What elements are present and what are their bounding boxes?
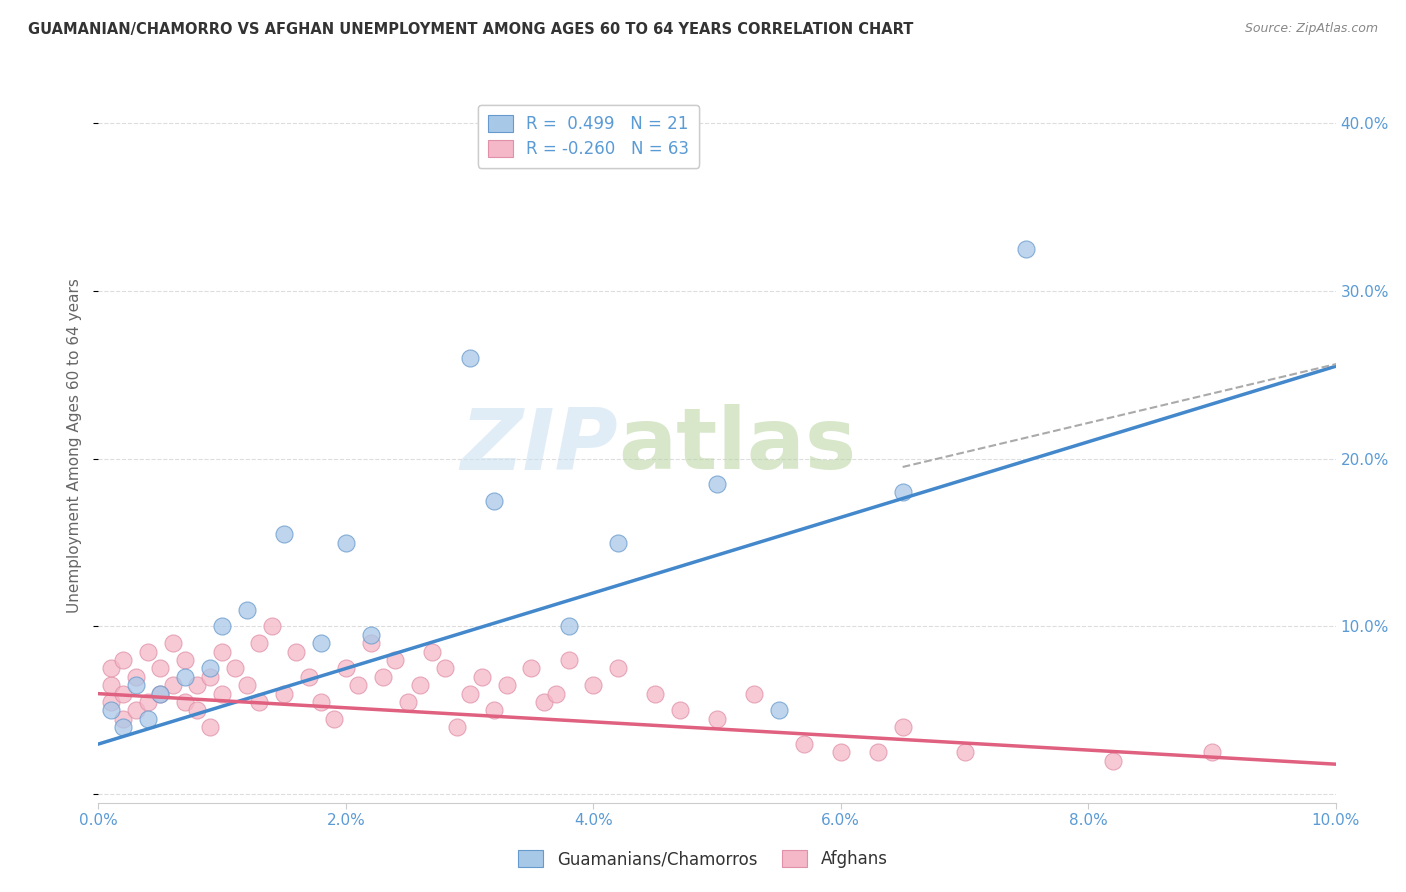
Point [198, 661, 221, 675]
Point [495, 678, 517, 692]
Point [793, 737, 815, 751]
Point [520, 661, 543, 675]
Point [347, 678, 370, 692]
Point [360, 628, 382, 642]
Point [866, 746, 889, 760]
Point [546, 687, 568, 701]
Point [247, 695, 270, 709]
Point [706, 712, 728, 726]
Point [186, 703, 208, 717]
Text: Source: ZipAtlas.com: Source: ZipAtlas.com [1244, 22, 1378, 36]
Point [706, 476, 728, 491]
Point [309, 636, 332, 650]
Point [322, 712, 344, 726]
Point [669, 703, 692, 717]
Point [273, 687, 295, 701]
Point [149, 687, 172, 701]
Point [236, 678, 259, 692]
Point [112, 712, 135, 726]
Point [136, 695, 159, 709]
Y-axis label: Unemployment Among Ages 60 to 64 years: Unemployment Among Ages 60 to 64 years [67, 278, 83, 614]
Point [484, 493, 506, 508]
Point [891, 485, 914, 500]
Point [273, 527, 295, 541]
Point [891, 720, 914, 734]
Text: atlas: atlas [619, 404, 856, 488]
Text: ZIP: ZIP [460, 404, 619, 488]
Point [335, 535, 357, 549]
Point [409, 678, 432, 692]
Point [309, 695, 332, 709]
Point [162, 636, 184, 650]
Point [768, 703, 790, 717]
Point [1201, 746, 1223, 760]
Point [458, 687, 481, 701]
Point [742, 687, 765, 701]
Point [484, 703, 506, 717]
Legend: R =  0.499   N = 21, R = -0.260   N = 63: R = 0.499 N = 21, R = -0.260 N = 63 [478, 104, 699, 168]
Point [100, 678, 122, 692]
Point [458, 351, 481, 365]
Point [136, 712, 159, 726]
Point [384, 653, 406, 667]
Point [285, 645, 308, 659]
Point [124, 678, 146, 692]
Point [112, 653, 135, 667]
Point [100, 703, 122, 717]
Point [112, 720, 135, 734]
Point [335, 661, 357, 675]
Point [100, 661, 122, 675]
Point [174, 695, 197, 709]
Point [136, 645, 159, 659]
Point [149, 661, 172, 675]
Point [471, 670, 494, 684]
Point [236, 603, 259, 617]
Point [224, 661, 246, 675]
Point [100, 695, 122, 709]
Point [247, 636, 270, 650]
Point [582, 678, 605, 692]
Point [644, 687, 666, 701]
Point [298, 670, 321, 684]
Point [446, 720, 468, 734]
Legend: Guamanians/Chamorros, Afghans: Guamanians/Chamorros, Afghans [512, 843, 894, 875]
Point [607, 535, 630, 549]
Point [557, 619, 579, 633]
Point [260, 619, 283, 633]
Point [112, 687, 135, 701]
Point [162, 678, 184, 692]
Point [433, 661, 456, 675]
Point [533, 695, 555, 709]
Point [371, 670, 394, 684]
Point [557, 653, 579, 667]
Point [149, 687, 172, 701]
Point [174, 653, 197, 667]
Point [1015, 242, 1038, 256]
Point [360, 636, 382, 650]
Point [124, 703, 146, 717]
Point [830, 746, 852, 760]
Point [953, 746, 976, 760]
Point [198, 720, 221, 734]
Point [1102, 754, 1125, 768]
Point [186, 678, 208, 692]
Point [422, 645, 444, 659]
Point [124, 670, 146, 684]
Text: GUAMANIAN/CHAMORRO VS AFGHAN UNEMPLOYMENT AMONG AGES 60 TO 64 YEARS CORRELATION : GUAMANIAN/CHAMORRO VS AFGHAN UNEMPLOYMEN… [28, 22, 914, 37]
Point [174, 670, 197, 684]
Point [211, 619, 233, 633]
Point [211, 645, 233, 659]
Point [198, 670, 221, 684]
Point [607, 661, 630, 675]
Point [396, 695, 419, 709]
Point [211, 687, 233, 701]
